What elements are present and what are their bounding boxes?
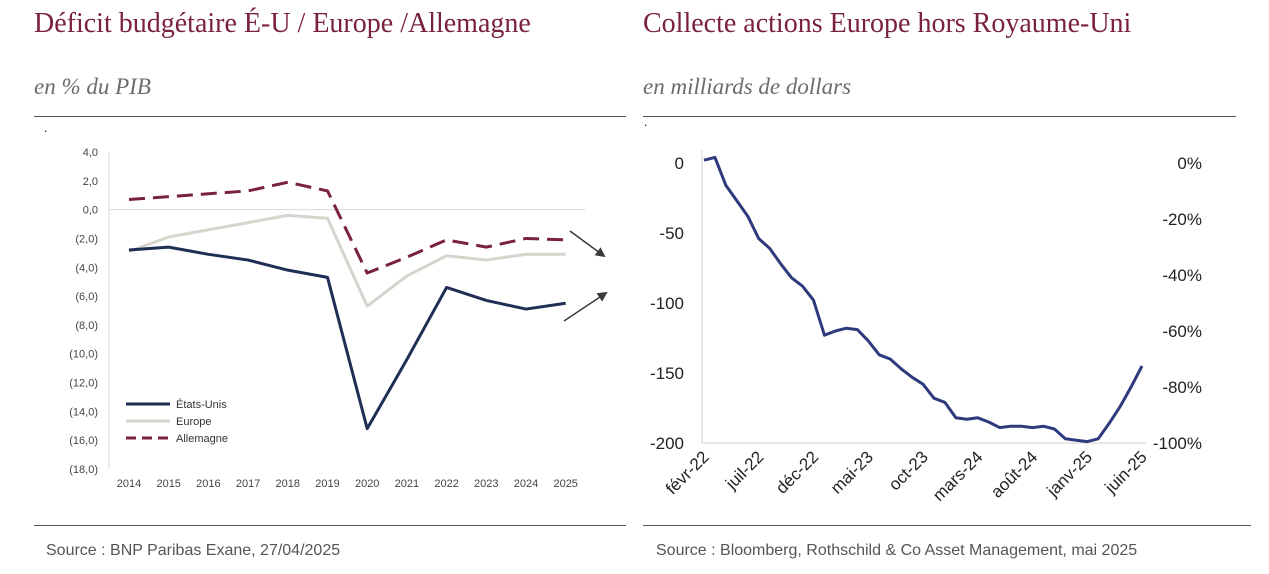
right-x-tick-label: juin-25 [1101,447,1151,497]
right-bottom-rule [643,525,1251,526]
left-y-tick-label: (18,0) [69,464,98,476]
right-x-tick-label: oct-23 [885,447,932,494]
right-y-tick-label-right: -40% [1162,266,1202,285]
left-x-tick-label: 2020 [355,478,379,490]
right-x-tick-label: mai-23 [827,447,877,497]
left-y-tick-label: (4,0) [75,262,98,274]
left-y-tick-label: (6,0) [75,291,98,303]
left-x-tick-label: 2019 [315,478,339,490]
right-y-tick-label-left: -100 [650,294,684,313]
left-x-tick-label: 2024 [514,478,538,490]
left-chart-svg: . 4,0 2,0 0,0 (2,0) (4,0) (6,0) (8,0) (10,0) (12,… [44,121,608,490]
left-x-tick-label: 2021 [395,478,419,490]
trend-arrow-up-icon [563,291,608,322]
right-x-tick-label: déc-22 [772,447,822,497]
right-x-tick-label: janv-25 [1043,447,1097,501]
left-x-tick-label: 2017 [236,478,260,490]
right-y-tick-label-right: 0% [1177,154,1202,173]
right-y-tick-label-left: 0 [675,154,684,173]
left-x-tick-label: 2018 [276,478,300,490]
left-chart-panel: Déficit budgétaire É-U / Europe /Allemag… [0,0,634,574]
right-y-tick-label-right: -100% [1153,434,1202,453]
left-y-tick-label: (10,0) [69,349,98,361]
left-y-tick-label: (2,0) [75,233,98,245]
legend-label-europe: Europe [176,416,211,428]
right-y-tick-label-left: -200 [650,434,684,453]
left-y-tick-label: (12,0) [69,378,98,390]
right-x-tick-label: août-24 [987,447,1041,501]
left-x-tick-label: 2025 [553,478,577,490]
trend-arrow-down-icon [569,230,606,258]
right-y-tick-label-left: -150 [650,364,684,383]
right-y-tick-label-right: -20% [1162,210,1202,229]
right-x-tick-label: juil-22 [721,447,767,493]
right-series-line [703,155,1144,444]
left-series-line-etats-unis [128,245,566,431]
left-y-tick-label: (8,0) [75,320,98,332]
right-source-note: Source : Bloomberg, Rothschild & Co Asse… [656,542,1138,559]
left-bottom-rule [34,525,626,526]
left-x-tick-label: 2015 [156,478,180,490]
right-chart-title: Collecte actions Europe hors Royaume-Uni [643,8,1132,39]
left-chart-subtitle: en % du PIB [34,74,151,99]
left-y-tick-label: 4,0 [83,147,98,159]
right-chart-subtitle: en milliards de dollars [643,74,852,99]
left-x-tick-label: 2016 [196,478,220,490]
right-x-tick-label: mars-24 [929,447,987,505]
left-chart-title: Déficit budgétaire É-U / Europe /Allemag… [34,8,531,39]
right-y-tick-label-right: -80% [1162,378,1202,397]
left-x-tick-label: 2023 [474,478,498,490]
left-y-tick-label: (16,0) [69,435,98,447]
right-chart-marker-dot: . [644,115,647,129]
left-top-rule [34,116,626,117]
right-y-tick-label-right: -60% [1162,322,1202,341]
right-top-rule [643,116,1236,117]
left-y-tick-label: 2,0 [83,176,98,188]
left-x-tick-label: 2022 [434,478,458,490]
left-y-tick-label: 0,0 [83,205,98,217]
right-x-tick-label: févr-22 [662,447,713,498]
left-x-tick-label: 2014 [117,478,141,490]
legend-label-etats-unis: États-Unis [176,398,227,411]
right-chart-panel: Collecte actions Europe hors Royaume-Uni… [634,0,1269,574]
legend-label-allemagne: Allemagne [176,433,228,445]
right-chart-svg: . 0 -50 -100 -150 -200 0% -20% -40% -60% -80% -100%… [644,115,1202,505]
left-y-tick-label: (14,0) [69,406,98,418]
left-source-note: Source : BNP Paribas Exane, 27/04/2025 [46,542,341,559]
left-chart-marker-dot: . [44,121,47,135]
right-y-tick-label-left: -50 [659,224,684,243]
left-series-line-europe [128,213,566,308]
left-series-line-allemagne [128,180,566,275]
